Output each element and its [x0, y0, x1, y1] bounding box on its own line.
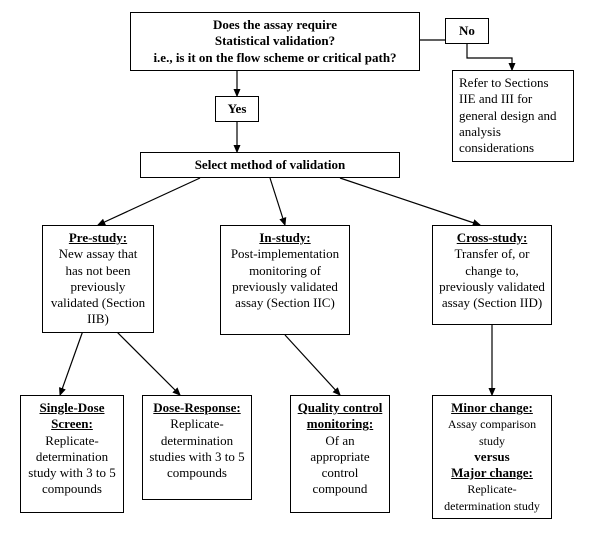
major-title: Major change: — [451, 465, 533, 480]
node-question: Does the assay require Statistical valid… — [130, 12, 420, 71]
no-label: No — [459, 23, 475, 38]
refer-text: Refer to Sections IIE and III for genera… — [459, 75, 556, 155]
major-body: Replicate-determination study — [444, 482, 540, 512]
versus-label: versus — [474, 449, 509, 464]
node-yes: Yes — [215, 96, 259, 122]
ins-text: Post-implementation monitoring of previo… — [231, 246, 339, 310]
minor-title: Minor change: — [451, 400, 533, 415]
node-single-dose: Single-Dose Screen: Replicate-determinat… — [20, 395, 124, 513]
q-line2: Statistical validation? — [215, 33, 335, 48]
single-text: Replicate-determination study with 3 to … — [28, 433, 115, 497]
node-pre-study: Pre-study: New assay that has not been p… — [42, 225, 154, 333]
minor-body: Assay comparison study — [448, 417, 536, 447]
q-line3: i.e., is it on the flow scheme or critic… — [153, 50, 396, 65]
node-change: Minor change: Assay comparison study ver… — [432, 395, 552, 519]
qc-title: Quality control monitoring: — [298, 400, 383, 431]
node-select: Select method of validation — [140, 152, 400, 178]
node-refer: Refer to Sections IIE and III for genera… — [452, 70, 574, 162]
pre-text: New assay that has not been previously v… — [51, 246, 145, 326]
node-quality-control: Quality control monitoring: Of an approp… — [290, 395, 390, 513]
select-label: Select method of validation — [195, 157, 346, 172]
yes-label: Yes — [228, 101, 247, 116]
node-no: No — [445, 18, 489, 44]
q-line1: Does the assay require — [213, 17, 337, 32]
cross-text: Transfer of, or change to, previously va… — [439, 246, 545, 310]
dose-text: Replicate-determination studies with 3 t… — [149, 416, 244, 480]
node-dose-response: Dose-Response: Replicate-determination s… — [142, 395, 252, 500]
node-in-study: In-study: Post-implementation monitoring… — [220, 225, 350, 335]
single-title: Single-Dose Screen: — [40, 400, 105, 431]
pre-title: Pre-study: — [69, 230, 127, 245]
node-cross-study: Cross-study: Transfer of, or change to, … — [432, 225, 552, 325]
ins-title: In-study: — [259, 230, 310, 245]
qc-text: Of an appropriate control compound — [310, 433, 369, 497]
cross-title: Cross-study: — [457, 230, 528, 245]
dose-title: Dose-Response: — [153, 400, 240, 415]
